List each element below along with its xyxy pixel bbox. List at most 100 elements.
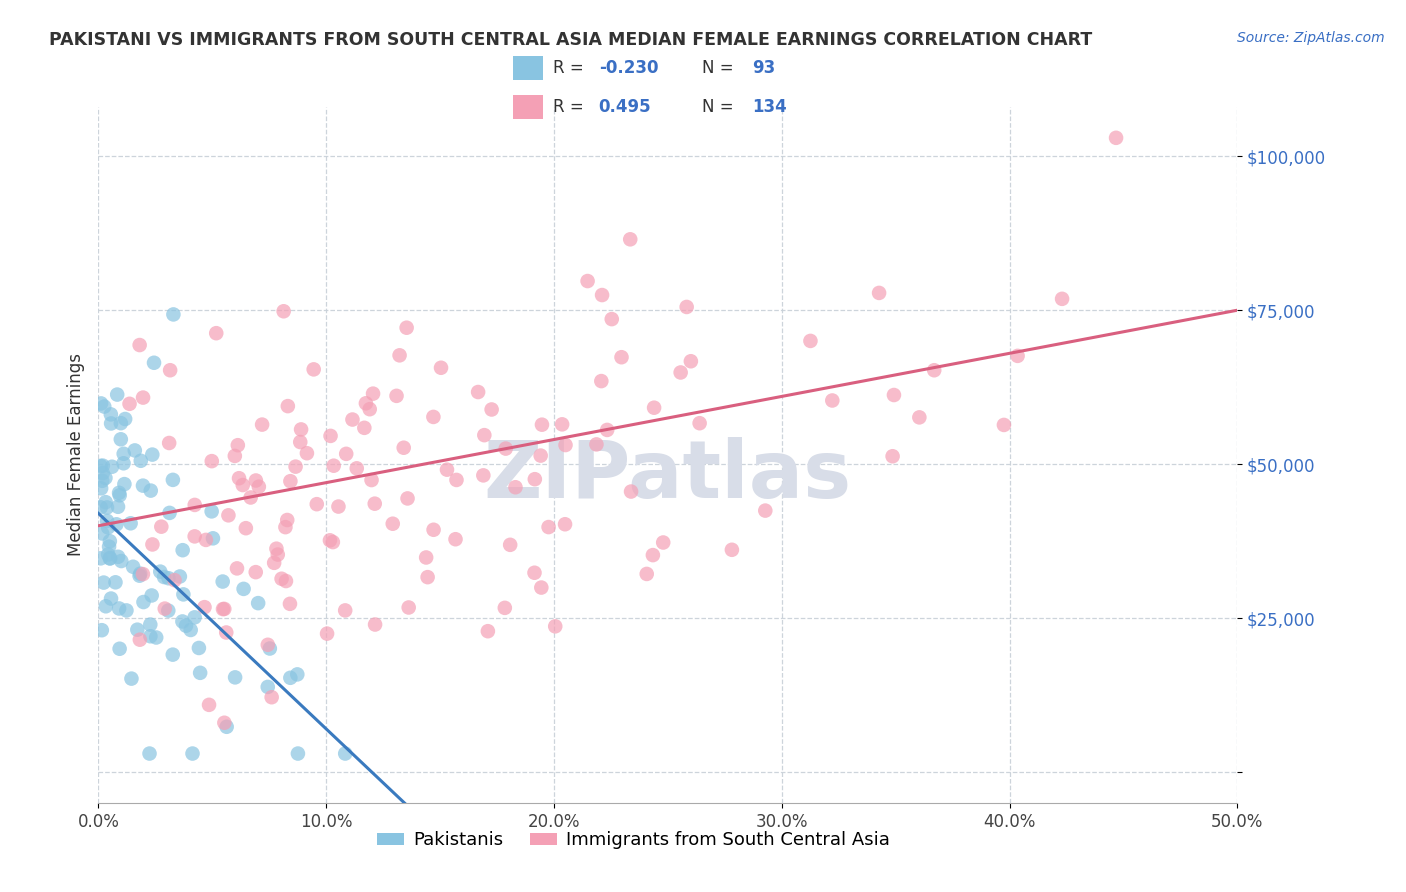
Point [118, 397, 141, 411]
Point [669, 366, 692, 380]
Point [112, 477, 135, 491]
Point [619, 232, 641, 246]
Point [226, 438, 249, 452]
Point [385, 389, 408, 403]
Point [107, 549, 129, 564]
Point [554, 517, 576, 532]
Point [114, 412, 136, 426]
Point [354, 396, 377, 410]
Point [287, 747, 309, 761]
Point [316, 626, 339, 640]
Point [138, 747, 160, 761]
Point [163, 573, 186, 587]
Point [342, 412, 364, 426]
Point [91, 526, 114, 541]
Point [499, 538, 522, 552]
Point [172, 587, 194, 601]
Point [157, 436, 180, 450]
Point [364, 497, 387, 511]
Point [430, 360, 453, 375]
Point [110, 416, 132, 430]
Point [181, 747, 204, 761]
Point [91, 466, 114, 480]
Point [446, 473, 468, 487]
Point [110, 554, 132, 568]
Point [129, 566, 152, 581]
Point [585, 437, 607, 451]
Point [620, 484, 643, 499]
Point [245, 474, 267, 488]
Point [335, 447, 357, 461]
Point [1105, 131, 1128, 145]
Point [153, 570, 176, 584]
Point [523, 566, 546, 580]
Point [98, 551, 121, 566]
Point [1007, 349, 1029, 363]
Point [868, 285, 890, 300]
Point [523, 472, 546, 486]
FancyBboxPatch shape [513, 56, 543, 80]
Point [205, 326, 228, 341]
Point [305, 497, 328, 511]
Point [162, 307, 184, 321]
Point [494, 600, 516, 615]
Point [263, 556, 285, 570]
Point [108, 485, 131, 500]
Point [392, 441, 415, 455]
Point [211, 574, 233, 589]
Point [256, 638, 278, 652]
Point [530, 581, 553, 595]
Point [346, 461, 368, 475]
Point [472, 428, 495, 442]
Point [215, 720, 238, 734]
Point [247, 480, 270, 494]
Text: -0.230: -0.230 [599, 60, 658, 78]
Point [201, 532, 224, 546]
Point [132, 478, 155, 492]
Point [172, 543, 194, 558]
Point [530, 449, 553, 463]
Point [530, 417, 553, 432]
Point [104, 575, 127, 590]
Point [799, 334, 821, 348]
Point [194, 533, 217, 547]
Point [232, 582, 254, 596]
Point [596, 423, 619, 437]
Point [239, 491, 262, 505]
Point [162, 473, 184, 487]
Point [141, 448, 163, 462]
Point [141, 589, 163, 603]
Point [100, 591, 122, 606]
Point [145, 631, 167, 645]
Point [416, 570, 439, 584]
Point [610, 350, 633, 364]
Point [361, 386, 384, 401]
Point [364, 617, 387, 632]
Point [388, 348, 411, 362]
Point [278, 597, 301, 611]
Point [132, 391, 155, 405]
Point [90, 481, 112, 495]
Point [105, 387, 128, 401]
Point [124, 443, 146, 458]
Text: PAKISTANI VS IMMIGRANTS FROM SOUTH CENTRAL ASIA MEDIAN FEMALE EARNINGS CORRELATI: PAKISTANI VS IMMIGRANTS FROM SOUTH CENTR… [49, 31, 1092, 49]
Point [472, 468, 495, 483]
Point [495, 442, 517, 456]
Point [381, 516, 404, 531]
Point [319, 429, 342, 443]
Point [641, 548, 664, 562]
Point [675, 300, 697, 314]
Point [444, 533, 467, 547]
Point [322, 535, 344, 549]
Point [276, 513, 298, 527]
Point [157, 604, 180, 618]
Point [922, 363, 945, 377]
Point [188, 665, 211, 680]
Point [93, 575, 115, 590]
Point [993, 417, 1015, 432]
Point [882, 449, 904, 463]
Point [214, 715, 236, 730]
Text: 0.495: 0.495 [599, 98, 651, 116]
Point [721, 542, 744, 557]
Point [290, 435, 312, 450]
